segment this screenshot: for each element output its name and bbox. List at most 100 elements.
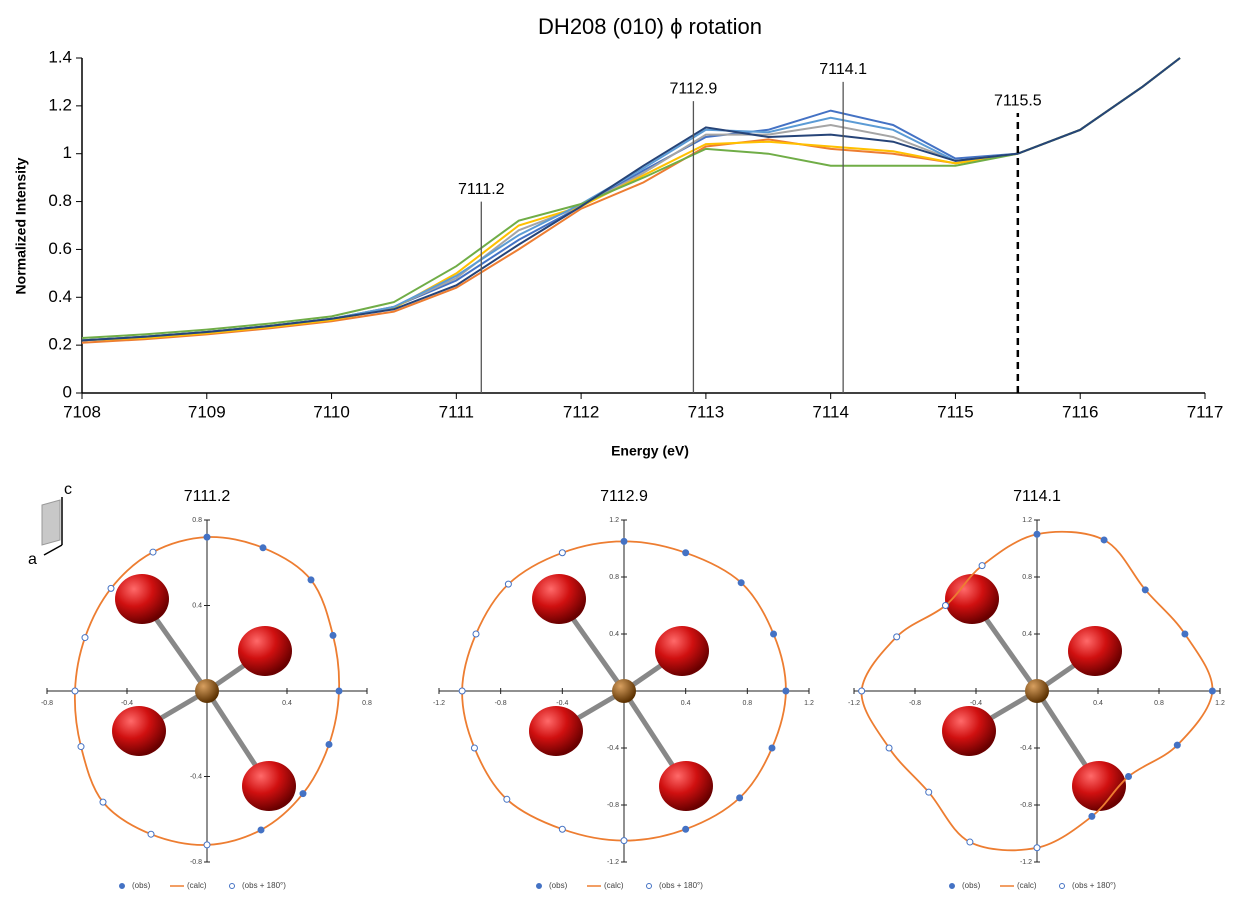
x-tick-label: -0.4: [121, 700, 133, 707]
y-tick-label: 1: [63, 143, 72, 162]
y-tick-label: -0.8: [1020, 802, 1032, 809]
data-point: [683, 550, 689, 556]
legend-label: (obs + 180°): [242, 881, 286, 890]
legend-label: (calc): [1017, 881, 1037, 890]
figure: DH208 (010) ϕ rotation00.20.40.60.811.21…: [0, 0, 1236, 899]
data-point: [859, 688, 865, 694]
data-point: [504, 796, 510, 802]
x-tick-label: 7114: [812, 402, 849, 421]
data-point: [258, 827, 264, 833]
oxygen-atom: [1068, 626, 1122, 676]
annotation-label: 7112.9: [670, 80, 718, 97]
legend-swatch: [647, 884, 652, 889]
data-point: [1142, 587, 1148, 593]
x-tick-label: 7112: [563, 402, 600, 421]
data-point: [505, 581, 511, 587]
legend-label: (obs + 180°): [659, 881, 703, 890]
oxygen-atom: [112, 706, 166, 756]
y-tick-label: 0.4: [609, 631, 619, 638]
x-tick-label: 0.4: [1093, 700, 1103, 707]
oxygen-atom: [1072, 761, 1126, 811]
annotation-label: 7111.2: [458, 181, 505, 198]
data-point: [1089, 813, 1095, 819]
chart-title: DH208 (010) ϕ rotation: [538, 14, 762, 39]
legend-label: (obs): [962, 881, 981, 890]
y-tick-label: 0.8: [192, 517, 202, 524]
data-point: [72, 688, 78, 694]
x-tick-label: 0.4: [681, 700, 691, 707]
y-tick-label: 0.4: [1022, 631, 1032, 638]
data-point: [473, 631, 479, 637]
x-tick-label: 1.2: [804, 700, 814, 707]
y-tick-label: 0.8: [609, 574, 619, 581]
y-tick-label: 1.4: [48, 47, 72, 66]
data-point: [783, 688, 789, 694]
legend-label: (obs): [549, 881, 568, 890]
data-point: [559, 826, 565, 832]
x-tick-label: 7113: [688, 402, 725, 421]
iron-atom: [612, 679, 636, 703]
data-point: [621, 538, 627, 544]
data-point: [326, 741, 332, 747]
x-tick-label: 7108: [63, 402, 101, 421]
data-point: [1034, 845, 1040, 851]
legend-label: (obs): [132, 881, 151, 890]
x-tick-label: 0.8: [1154, 700, 1164, 707]
data-point: [1182, 631, 1188, 637]
plot-title: 7112.9: [600, 488, 648, 505]
x-tick-label: 7117: [1187, 402, 1224, 421]
y-tick-label: 0.6: [48, 239, 72, 258]
data-point: [926, 789, 932, 795]
y-tick-label: -1.2: [1020, 859, 1032, 866]
annotation-label: 7114.1: [819, 61, 867, 78]
data-point: [330, 632, 336, 638]
legend-swatch: [950, 884, 955, 889]
x-tick-label: -1.2: [848, 700, 860, 707]
y-tick-label: -0.8: [190, 859, 202, 866]
x-tick-label: 7116: [1062, 402, 1099, 421]
y-tick-label: -0.4: [190, 773, 202, 780]
data-point: [1101, 537, 1107, 543]
oxygen-atom: [655, 626, 709, 676]
x-tick-label: -0.8: [495, 700, 507, 707]
data-point: [260, 545, 266, 551]
x-axis-title: Energy (eV): [611, 443, 689, 459]
data-point: [1034, 531, 1040, 537]
y-tick-label: -1.2: [607, 859, 619, 866]
data-point: [1126, 774, 1132, 780]
legend-swatch: [120, 884, 125, 889]
data-point: [471, 745, 477, 751]
data-point: [459, 688, 465, 694]
y-tick-label: 0.8: [1022, 574, 1032, 581]
x-tick-label: 0.4: [282, 700, 292, 707]
data-point: [148, 831, 154, 837]
oxygen-atom: [238, 626, 292, 676]
legend-swatch: [1060, 884, 1065, 889]
y-axis-title: Normalized Intensity: [13, 157, 29, 294]
data-point: [738, 580, 744, 586]
y-tick-label: 0.8: [48, 191, 72, 210]
plot-title: 7114.1: [1013, 488, 1061, 505]
data-point: [100, 799, 106, 805]
x-tick-label: -0.4: [970, 700, 982, 707]
oxygen-atom: [659, 761, 713, 811]
x-tick-label: 7109: [188, 402, 226, 421]
x-tick-label: -1.2: [433, 700, 445, 707]
data-point: [886, 745, 892, 751]
data-point: [737, 795, 743, 801]
legend-swatch: [537, 884, 542, 889]
data-point: [108, 585, 114, 591]
data-point: [1174, 742, 1180, 748]
oxygen-atom: [942, 706, 996, 756]
x-tick-label: 7111: [439, 402, 474, 421]
y-tick-label: 1.2: [609, 517, 619, 524]
data-point: [1209, 688, 1215, 694]
crystal-axis-label: a: [28, 551, 37, 568]
iron-atom: [195, 679, 219, 703]
crystal-axis-label: c: [64, 481, 72, 498]
data-point: [300, 791, 306, 797]
data-point: [559, 550, 565, 556]
data-point: [78, 744, 84, 750]
y-tick-label: -0.8: [607, 802, 619, 809]
